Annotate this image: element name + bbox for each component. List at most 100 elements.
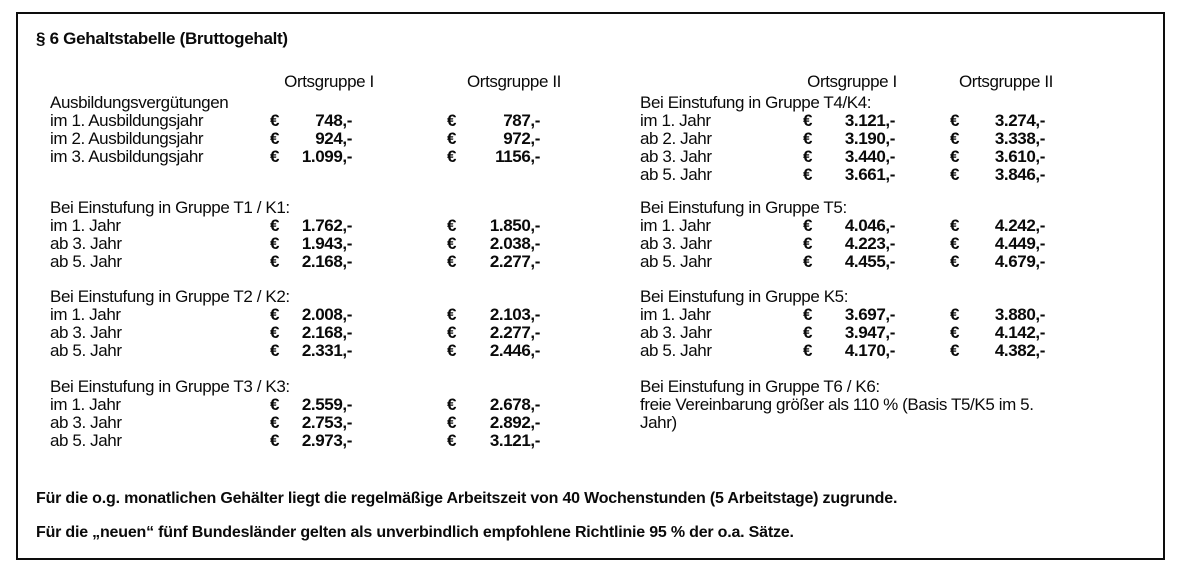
row-label: ab 5. Jahr [640,252,712,271]
section-heading: Ausbildungsvergütungen [50,93,229,112]
section-gruppe-t6-k6: Bei Einstufung in Gruppe T6 / K6: freie … [640,378,1070,432]
og2-value: 4.449,- [994,234,1046,253]
euro-sign: € [950,147,960,166]
og2-value: 3.846,- [994,165,1046,184]
section-heading: Bei Einstufung in Gruppe T4/K4: [640,93,872,112]
euro-sign: € [950,323,960,342]
section-heading-row: Bei Einstufung in Gruppe T1 / K1: [50,199,540,217]
euro-sign: € [447,129,457,148]
table-row: im 1. Jahr € 2.008,- € 2.103,- [50,306,540,324]
row-label: ab 3. Jahr [640,323,712,342]
table-row: ab 3. Jahr € 1.943,- € 2.038,- [50,235,540,253]
euro-sign: € [447,431,457,450]
table-row: ab 5. Jahr € 2.168,- € 2.277,- [50,253,540,271]
euro-sign: € [447,111,457,130]
euro-sign: € [950,234,960,253]
section-gruppe-t5: Bei Einstufung in Gruppe T5: im 1. Jahr … [640,199,1070,271]
section-heading: Bei Einstufung in Gruppe T6 / K6: [640,377,880,396]
og1-value: 2.559,- [301,395,353,414]
og2-value: 2.103,- [489,305,541,324]
og1-value: 1.762,- [301,216,353,235]
section-ausbildungsverguetungen: Ausbildungsvergütungen im 1. Ausbildungs… [50,94,540,166]
table-row: im 1. Jahr € 1.762,- € 1.850,- [50,217,540,235]
og2-value: 2.678,- [489,395,541,414]
euro-sign: € [270,147,280,166]
og2-value: 1.850,- [489,216,541,235]
table-row: ab 2. Jahr € 3.190,- € 3.338,- [640,130,1070,148]
og1-value: 4.455,- [844,252,896,271]
og1-value: 3.947,- [844,323,896,342]
section-gruppe-t2-k2: Bei Einstufung in Gruppe T2 / K2: im 1. … [50,288,540,360]
euro-sign: € [270,431,280,450]
euro-sign: € [270,395,280,414]
og2-value: 1156,- [495,147,540,166]
euro-sign: € [803,165,813,184]
og1-value: 2.331,- [301,341,353,360]
footer-working-hours-note: Für die o.g. monatlichen Gehälter liegt … [36,490,898,507]
og2-value: 4.142,- [994,323,1046,342]
row-label: ab 5. Jahr [640,341,712,360]
row-label: ab 5. Jahr [50,341,122,360]
section-heading: Bei Einstufung in Gruppe K5: [640,287,849,306]
row-label: ab 2. Jahr [640,129,712,148]
section-heading: Bei Einstufung in Gruppe T5: [640,198,847,217]
section-heading-row: Ausbildungsvergütungen [50,94,540,112]
og1-value: 3.440,- [844,147,896,166]
og2-value: 787,- [503,111,540,130]
row-label: im 1. Ausbildungsjahr [50,111,204,130]
euro-sign: € [270,305,280,324]
og1-value: 2.168,- [301,252,353,271]
table-row: im 1. Jahr € 4.046,- € 4.242,- [640,217,1070,235]
og1-value: 2.008,- [301,305,353,324]
og1-value: 2.753,- [301,413,353,432]
document-frame [16,12,1165,560]
table-row: ab 3. Jahr € 2.753,- € 2.892,- [50,414,540,432]
row-label: ab 3. Jahr [640,147,712,166]
euro-sign: € [270,234,280,253]
table-row: ab 5. Jahr € 4.455,- € 4.679,- [640,253,1070,271]
euro-sign: € [270,413,280,432]
row-label: im 1. Jahr [50,395,121,414]
table-row: ab 5. Jahr € 4.170,- € 4.382,- [640,342,1070,360]
footer-new-states-note: Für die „neuen“ fünf Bundesländer gelten… [36,524,794,541]
og2-value: 4.242,- [994,216,1046,235]
row-label: ab 3. Jahr [50,234,122,253]
table-row: ab 3. Jahr € 3.947,- € 4.142,- [640,324,1070,342]
og2-value: 3.274,- [994,111,1046,130]
section-gruppe-t4-k4: Bei Einstufung in Gruppe T4/K4: im 1. Ja… [640,94,1070,184]
og2-value: 2.892,- [489,413,541,432]
euro-sign: € [803,216,813,235]
og2-value: 3.338,- [994,129,1046,148]
section-heading-row: Bei Einstufung in Gruppe T6 / K6: [640,378,1070,396]
euro-sign: € [447,216,457,235]
row-label: ab 5. Jahr [640,165,712,184]
section-heading-row: Bei Einstufung in Gruppe K5: [640,288,1070,306]
column-header-ortsgruppe1-right: Ortsgruppe I [807,72,897,91]
table-row: ab 5. Jahr € 2.973,- € 3.121,- [50,432,540,450]
og2-value: 2.277,- [489,252,541,271]
og1-value: 924,- [315,129,352,148]
row-label: im 1. Jahr [640,305,711,324]
row-label: im 1. Jahr [50,305,121,324]
euro-sign: € [447,341,457,360]
table-row: im 3. Ausbildungsjahr € 1.099,- € 1156,- [50,148,540,166]
column-header-ortsgruppe2-left: Ortsgruppe II [466,72,561,91]
og1-value: 4.046,- [844,216,896,235]
table-row: ab 5. Jahr € 3.661,- € 3.846,- [640,166,1070,184]
og1-value: 2.168,- [301,323,353,342]
table-row: im 1. Jahr € 3.697,- € 3.880,- [640,306,1070,324]
euro-sign: € [447,323,457,342]
euro-sign: € [803,147,813,166]
table-row: ab 3. Jahr € 3.440,- € 3.610,- [640,148,1070,166]
table-row: im 1. Ausbildungsjahr € 748,- € 787,- [50,112,540,130]
row-label: ab 5. Jahr [50,252,122,271]
section-gruppe-t3-k3: Bei Einstufung in Gruppe T3 / K3: im 1. … [50,378,540,450]
euro-sign: € [950,111,960,130]
table-row: im 1. Jahr € 3.121,- € 3.274,- [640,112,1070,130]
euro-sign: € [447,395,457,414]
euro-sign: € [803,305,813,324]
section-heading-row: Bei Einstufung in Gruppe T3 / K3: [50,378,540,396]
euro-sign: € [950,305,960,324]
section-gruppe-t1-k1: Bei Einstufung in Gruppe T1 / K1: im 1. … [50,199,540,271]
